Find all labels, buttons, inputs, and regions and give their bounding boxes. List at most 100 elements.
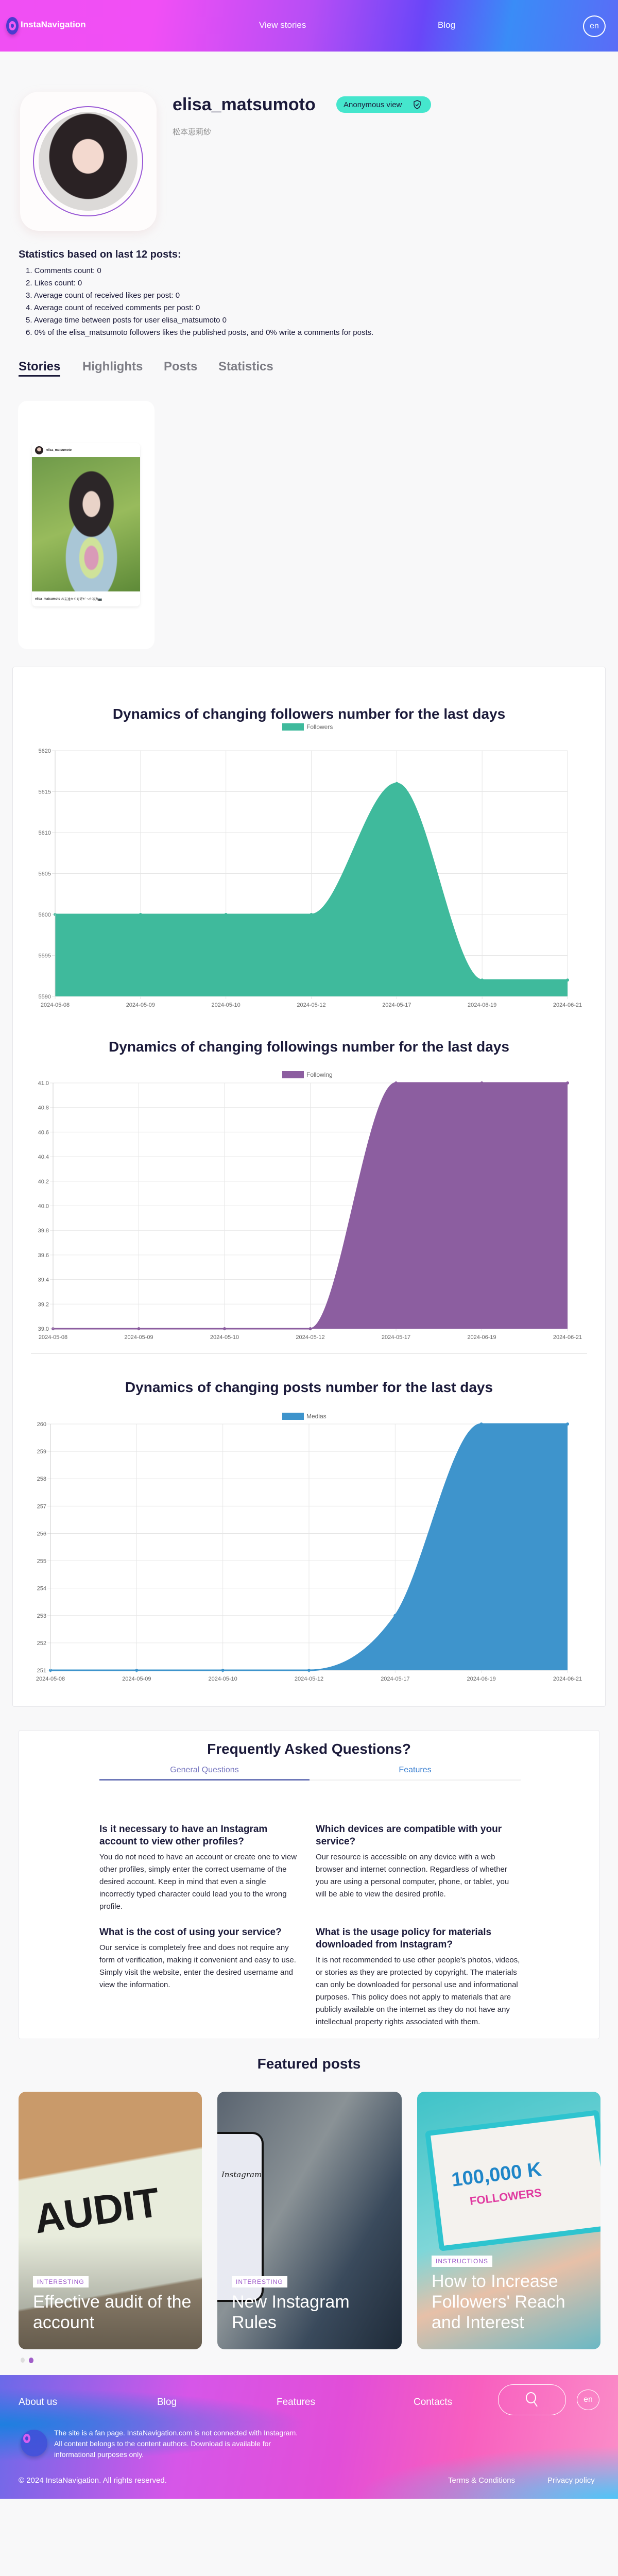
x-tick-label: 2024-06-21: [553, 1002, 582, 1008]
x-tick-label: 2024-06-19: [467, 1676, 496, 1682]
legend-label: Followers: [306, 723, 333, 731]
footer-nav-about[interactable]: About us: [19, 2397, 57, 2408]
data-point: [137, 1327, 141, 1330]
x-tick-label: 2024-06-21: [553, 1334, 582, 1341]
tab-highlights[interactable]: Highlights: [82, 360, 143, 374]
x-tick-label: 2024-05-09: [124, 1334, 153, 1341]
data-point: [139, 913, 142, 916]
y-tick-label: 251: [37, 1668, 46, 1674]
brand-name[interactable]: InstaNavigation: [21, 20, 86, 29]
faq-item: Is it necessary to have an Instagram acc…: [99, 1823, 300, 1913]
x-tick-label: 2024-05-12: [297, 1002, 325, 1008]
data-point: [393, 1614, 397, 1617]
featured-post-card[interactable]: Instagram INTERESTING New Instagram Rule…: [217, 2092, 402, 2349]
y-tick-label: 41.0: [38, 1080, 49, 1087]
data-point: [223, 1327, 226, 1330]
chart-title: Dynamics of changing followers number fo…: [113, 706, 505, 722]
story-post-preview[interactable]: elisa_matsumoto elisa_matsumoto お友達から好評だ…: [32, 443, 140, 606]
chart-title: Dynamics of changing posts number for th…: [125, 1379, 493, 1395]
faq-section: Frequently Asked Questions? General Ques…: [19, 1730, 599, 2039]
faq-answer: Our resource is accessible on any device…: [316, 1853, 509, 1899]
y-tick-label: 257: [37, 1503, 46, 1510]
post-avatar: [35, 446, 43, 454]
carousel-dot-active[interactable]: [29, 2358, 33, 2363]
data-point: [395, 782, 399, 785]
data-point: [221, 1669, 225, 1672]
y-tick-label: 39.4: [38, 1277, 49, 1283]
site-footer: About us Blog Features Contacts en The s…: [0, 2375, 618, 2499]
y-tick-label: 5605: [39, 871, 51, 877]
tab-stories[interactable]: Stories: [19, 360, 61, 377]
y-tick-label: 5600: [39, 912, 51, 918]
y-tick-label: 40.2: [38, 1179, 49, 1185]
shield-check-icon: [414, 100, 421, 109]
data-point: [308, 1327, 312, 1330]
faq-item: Which devices are compatible with your s…: [316, 1823, 522, 1901]
faq-question: What is the cost of using your service?: [99, 1927, 282, 1938]
data-point: [310, 913, 313, 916]
faq-item: What is the usage policy for materials d…: [316, 1926, 522, 2028]
language-button[interactable]: en: [583, 15, 606, 37]
series-area: [55, 783, 568, 996]
phone-image: Instagram: [217, 2132, 264, 2302]
y-tick-label: 5610: [39, 830, 51, 836]
post-caption: elisa_matsumoto お友達から好評だった写真📷: [32, 591, 140, 606]
post-title: How to Increase Followers' Reach and Int…: [432, 2272, 565, 2332]
stats-item: 5. Average time between posts for user e…: [26, 316, 227, 325]
y-tick-label: 253: [37, 1613, 46, 1619]
faq-tab-general[interactable]: General Questions: [99, 1766, 310, 1781]
y-tick-label: 40.6: [38, 1129, 49, 1136]
y-tick-label: 260: [37, 1421, 46, 1428]
image-overlay: [19, 2236, 202, 2349]
x-tick-label: 2024-06-19: [467, 1334, 496, 1341]
followers-sign-image: 100,000 K FOLLOWERS: [424, 2110, 600, 2251]
stats-list: 1. Comments count: 0 2. Likes count: 0 3…: [26, 265, 373, 339]
y-tick-label: 5615: [39, 789, 51, 795]
x-tick-label: 2024-05-08: [41, 1002, 70, 1008]
y-tick-label: 5595: [39, 953, 51, 959]
faq-question: Which devices are compatible with your s…: [316, 1824, 502, 1847]
data-point: [135, 1669, 139, 1672]
series-line: [55, 783, 568, 981]
image-text: Instagram: [221, 2170, 262, 2179]
logo-icon[interactable]: [6, 17, 19, 35]
tab-statistics[interactable]: Statistics: [218, 360, 273, 374]
y-tick-label: 40.4: [38, 1154, 49, 1160]
y-tick-label: 39.8: [38, 1228, 49, 1234]
caption-username: elisa_matsumoto: [35, 597, 61, 601]
privacy-link[interactable]: Privacy policy: [547, 2476, 595, 2485]
faq-answer: You do not need to have an account or cr…: [99, 1853, 297, 1911]
x-tick-label: 2024-05-17: [382, 1002, 411, 1008]
featured-post-card[interactable]: AUDIT INTERESTING Effective audit of the…: [19, 2092, 202, 2349]
footer-language-button[interactable]: en: [577, 2389, 599, 2410]
x-tick-label: 2024-05-09: [122, 1676, 151, 1682]
carousel-dot[interactable]: [21, 2358, 25, 2363]
legend-swatch: [282, 1413, 304, 1420]
x-tick-label: 2024-05-10: [209, 1676, 237, 1682]
y-tick-label: 39.2: [38, 1301, 49, 1308]
post-tag: INTERESTING: [232, 2276, 287, 2287]
story-card[interactable]: elisa_matsumoto elisa_matsumoto お友達から好評だ…: [18, 401, 154, 649]
faq-tab-features[interactable]: Features: [310, 1766, 521, 1781]
post-header: elisa_matsumoto: [32, 443, 140, 457]
footer-nav-contacts[interactable]: Contacts: [414, 2397, 452, 2408]
nav-blog[interactable]: Blog: [438, 20, 456, 30]
footer-nav-blog[interactable]: Blog: [157, 2397, 177, 2408]
avatar-ring: [33, 106, 143, 216]
x-tick-label: 2024-05-17: [382, 1334, 410, 1341]
x-tick-label: 2024-06-21: [553, 1676, 582, 1682]
site-header: InstaNavigation View stories Blog en: [0, 0, 618, 52]
nav-view-stories[interactable]: View stories: [259, 20, 306, 30]
data-point: [480, 1081, 484, 1084]
story-image: [32, 457, 140, 591]
footer-nav-features[interactable]: Features: [277, 2397, 315, 2408]
tab-posts[interactable]: Posts: [164, 360, 198, 374]
faq-question: What is the usage policy for materials d…: [316, 1927, 492, 1950]
y-tick-label: 39.6: [38, 1252, 49, 1259]
data-point: [566, 978, 569, 982]
featured-post-card[interactable]: 100,000 K FOLLOWERS INSTRUCTIONS How to …: [417, 2092, 600, 2349]
y-tick-label: 40.0: [38, 1204, 49, 1210]
search-button[interactable]: [498, 2384, 566, 2415]
anonymous-view-badge: Anonymous view: [336, 96, 431, 113]
terms-link[interactable]: Terms & Conditions: [448, 2476, 516, 2485]
